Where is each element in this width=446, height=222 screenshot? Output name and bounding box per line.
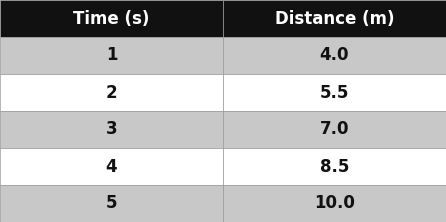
Text: 8.5: 8.5 bbox=[320, 157, 349, 176]
Bar bbox=[0, 148, 223, 185]
Text: Time (s): Time (s) bbox=[73, 10, 150, 28]
Text: 4.0: 4.0 bbox=[320, 46, 349, 65]
Bar bbox=[0, 0, 223, 37]
Text: 5.5: 5.5 bbox=[320, 83, 349, 101]
Text: 5: 5 bbox=[106, 194, 117, 212]
Text: 7.0: 7.0 bbox=[320, 121, 349, 139]
Bar bbox=[223, 148, 446, 185]
Bar bbox=[0, 185, 223, 222]
Bar bbox=[223, 37, 446, 74]
Text: 3: 3 bbox=[106, 121, 117, 139]
Text: 4: 4 bbox=[106, 157, 117, 176]
Bar bbox=[0, 111, 223, 148]
Bar bbox=[223, 0, 446, 37]
Text: 2: 2 bbox=[106, 83, 117, 101]
Bar bbox=[0, 37, 223, 74]
Text: 1: 1 bbox=[106, 46, 117, 65]
Bar bbox=[223, 111, 446, 148]
Bar bbox=[0, 74, 223, 111]
Bar bbox=[223, 185, 446, 222]
Text: 10.0: 10.0 bbox=[314, 194, 355, 212]
Bar bbox=[223, 74, 446, 111]
Text: Distance (m): Distance (m) bbox=[275, 10, 394, 28]
